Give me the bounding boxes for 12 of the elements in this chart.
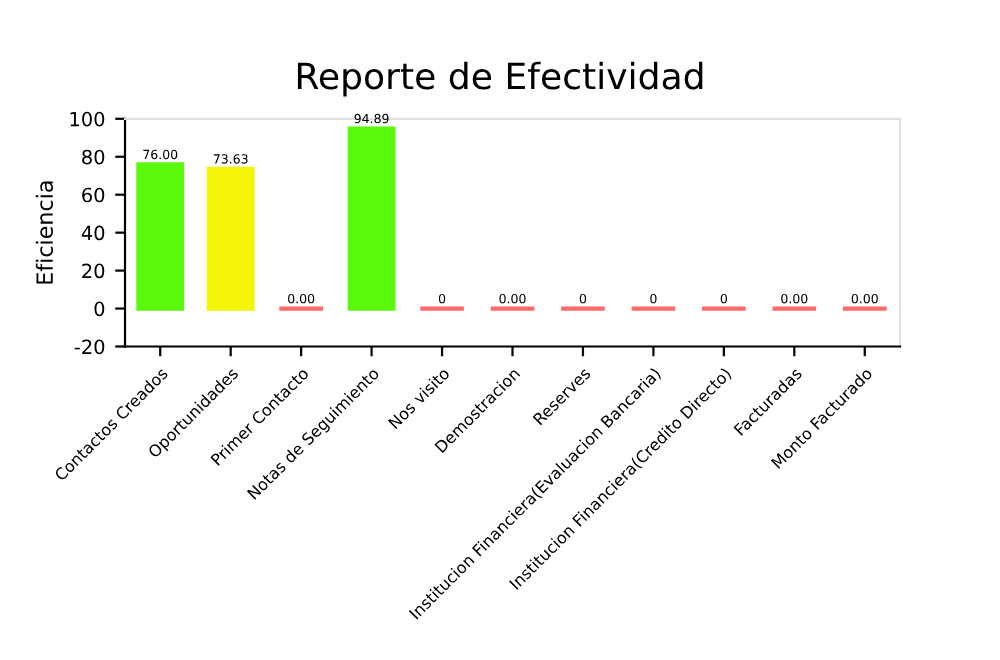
y-tick-label: 40 — [81, 225, 105, 241]
y-tick-label: 20 — [82, 263, 105, 279]
y-axis-title: Eficiencia — [35, 181, 54, 284]
bar — [206, 166, 255, 311]
y-tick-label: -20 — [74, 339, 105, 355]
y-tick-label: 0 — [94, 301, 105, 317]
y-tick-label: 100 — [70, 111, 105, 127]
y-tick-label: 80 — [82, 149, 105, 165]
chart-title: Reporte de Efectividad — [297, 61, 703, 97]
y-tick-label: 60 — [82, 187, 105, 203]
bar — [136, 162, 185, 311]
bar — [347, 126, 396, 311]
